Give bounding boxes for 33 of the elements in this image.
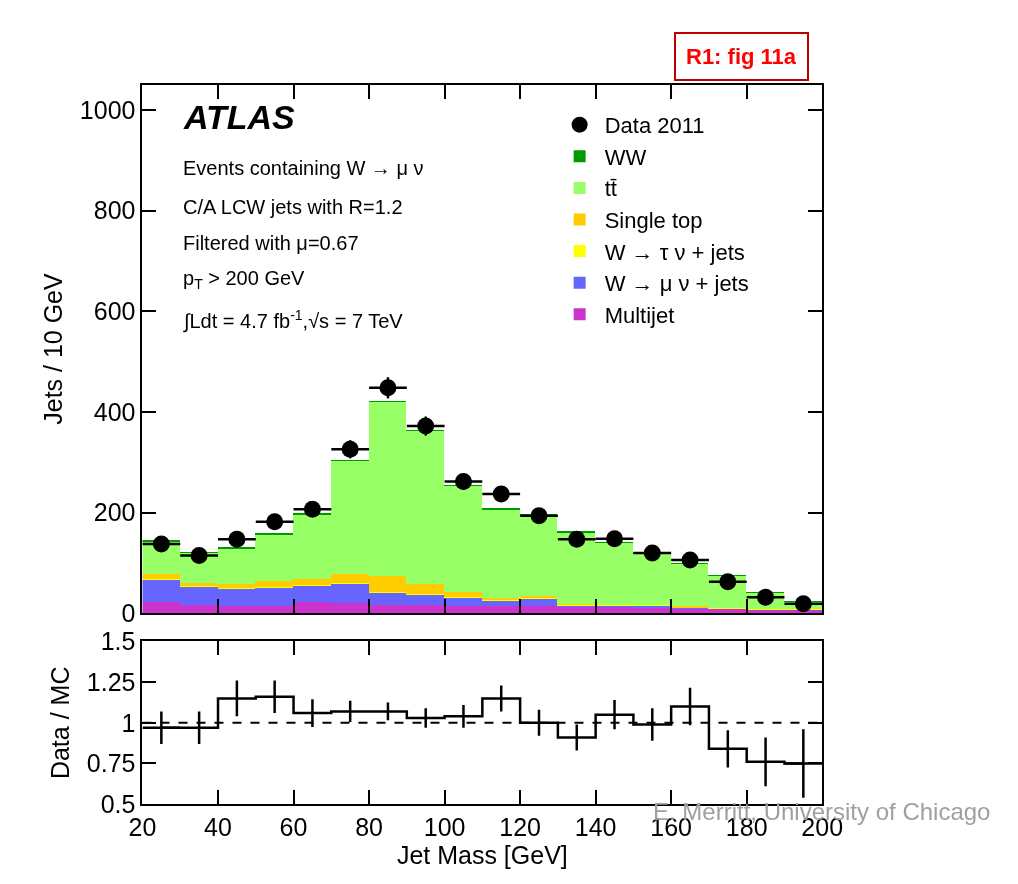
legend-label: Multijet xyxy=(604,302,675,328)
annotation: ∫Ldt = 4.7 fb$^{-1}$,√s = 7 TeV xyxy=(183,307,404,334)
annotation: Filtered with μ=0.67 xyxy=(183,232,359,254)
x-tick-label: 140 xyxy=(574,813,617,842)
x-tick-label: 60 xyxy=(279,813,308,842)
x-tick-label: 80 xyxy=(355,813,383,842)
legend-label: WW xyxy=(604,144,647,170)
annotation: C/A LCW jets with R=1.2 xyxy=(183,196,403,218)
y-tick-label: 1000 xyxy=(79,95,136,124)
legend-label: W → τ ν + jets xyxy=(604,239,745,265)
annotation: ATLAS xyxy=(183,98,296,136)
legend-label: Single top xyxy=(604,208,703,234)
text: R1: fig 11a xyxy=(686,44,797,69)
legend-label: W → μ ν + jets xyxy=(604,271,749,297)
x-tick-label: 100 xyxy=(423,813,466,842)
y-tick-label: 1.25 xyxy=(86,667,136,696)
y-tick-label: 0 xyxy=(121,599,136,628)
y-tick-label: 1 xyxy=(121,708,136,737)
y-tick-label: 400 xyxy=(93,397,136,426)
x-axis-title: Jet Mass [GeV] xyxy=(396,841,568,870)
y-tick-label: 600 xyxy=(93,297,136,326)
legend-label: tt̄ xyxy=(604,176,617,202)
y-axis-title: Data / MC xyxy=(46,666,75,780)
y-tick-label: 200 xyxy=(93,498,136,527)
x-tick-label: 40 xyxy=(204,813,232,842)
x-tick-label: 120 xyxy=(499,813,541,842)
annotation: Events containing W → μ ν xyxy=(183,157,424,179)
y-tick-label: 1.5 xyxy=(100,627,136,656)
y-axis-title: Jets / 10 GeV xyxy=(39,272,68,425)
legend-label: Data 2011 xyxy=(604,113,705,139)
y-tick-label: 0.75 xyxy=(86,749,136,778)
y-tick-label: 800 xyxy=(93,196,136,225)
annotation: p$_{T}$ > 200 GeV xyxy=(183,267,306,293)
